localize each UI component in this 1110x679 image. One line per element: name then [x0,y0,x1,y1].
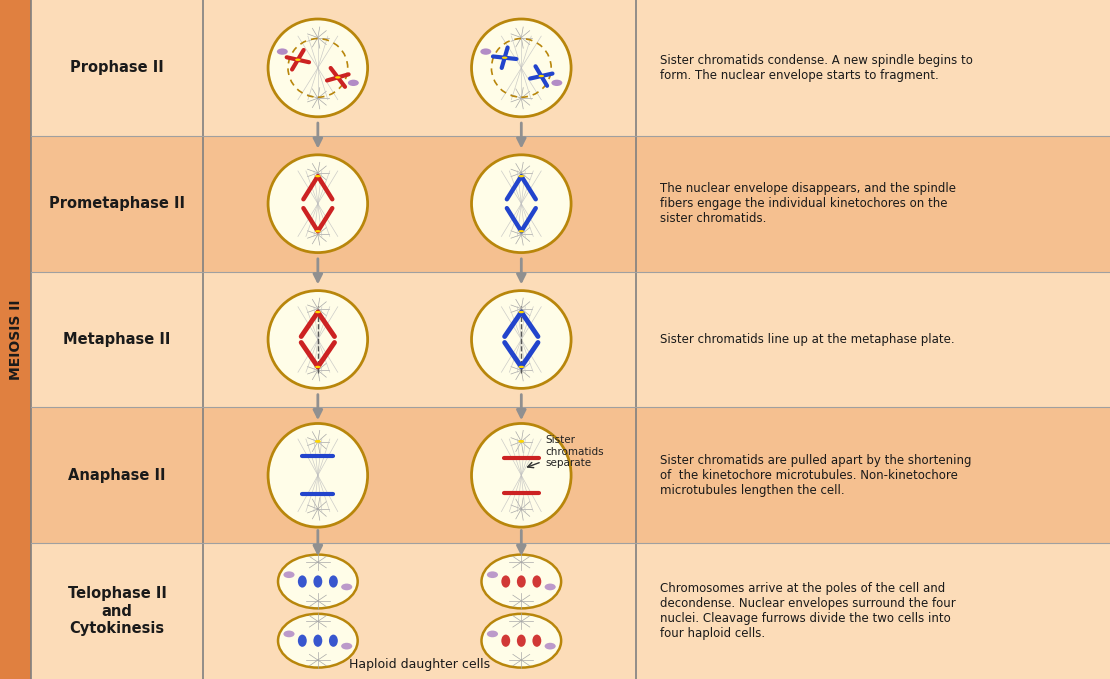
Text: Sister chromatids line up at the metaphase plate.: Sister chromatids line up at the metapha… [660,333,955,346]
Ellipse shape [329,575,337,587]
Ellipse shape [313,575,322,587]
Ellipse shape [552,79,563,86]
Bar [31,136,1110,272]
Ellipse shape [315,311,321,313]
Bar [31,407,1110,543]
Text: Anaphase II: Anaphase II [69,468,165,483]
Ellipse shape [313,635,322,647]
Ellipse shape [269,291,367,388]
Ellipse shape [502,56,507,59]
Ellipse shape [518,440,524,443]
Ellipse shape [472,155,572,253]
Ellipse shape [472,424,572,527]
Ellipse shape [518,440,524,443]
Ellipse shape [487,571,498,578]
Ellipse shape [269,19,367,117]
Text: Prophase II: Prophase II [70,60,164,75]
Ellipse shape [276,48,287,55]
Ellipse shape [502,575,511,587]
Ellipse shape [518,175,524,177]
Ellipse shape [533,635,542,647]
Ellipse shape [295,58,301,61]
Ellipse shape [347,79,359,86]
Ellipse shape [278,614,357,667]
Ellipse shape [538,75,544,77]
Ellipse shape [518,366,524,368]
Bar [31,272,1110,407]
Ellipse shape [472,291,572,388]
Ellipse shape [533,575,542,587]
Bar [0,0,31,679]
Ellipse shape [341,583,352,590]
Ellipse shape [517,635,526,647]
Ellipse shape [487,631,498,638]
Ellipse shape [518,311,524,313]
Bar [31,0,1110,136]
Text: Sister
chromatids
separate: Sister chromatids separate [545,435,604,468]
Ellipse shape [297,635,306,647]
Text: Sister chromatids condense. A new spindle begins to
form. The nuclear envelope s: Sister chromatids condense. A new spindl… [660,54,973,82]
Text: The nuclear envelope disappears, and the spindle
fibers engage the individual ki: The nuclear envelope disappears, and the… [660,182,957,225]
Ellipse shape [482,614,562,667]
Ellipse shape [278,555,357,608]
Ellipse shape [335,76,341,79]
Ellipse shape [283,571,294,578]
Text: Metaphase II: Metaphase II [63,332,171,347]
Ellipse shape [472,19,572,117]
Text: Sister chromatids are pulled apart by the shortening
of  the kinetochore microtu: Sister chromatids are pulled apart by th… [660,454,972,497]
Ellipse shape [502,635,511,647]
Text: Chromosomes arrive at the poles of the cell and
decondense. Nuclear envelopes su: Chromosomes arrive at the poles of the c… [660,582,956,640]
Ellipse shape [315,440,321,443]
Text: Haploid daughter cells: Haploid daughter cells [349,658,491,671]
Text: MEIOSIS II: MEIOSIS II [9,299,22,380]
Bar [31,543,1110,679]
Ellipse shape [481,48,492,55]
Ellipse shape [545,643,556,650]
Ellipse shape [315,175,321,177]
Ellipse shape [315,366,321,368]
Ellipse shape [283,631,294,638]
Ellipse shape [269,424,367,527]
Ellipse shape [482,555,562,608]
Ellipse shape [269,155,367,253]
Text: Telophase II
and
Cytokinesis: Telophase II and Cytokinesis [68,586,166,636]
Ellipse shape [315,230,321,232]
Text: Prometaphase II: Prometaphase II [49,196,185,211]
Ellipse shape [545,583,556,590]
Ellipse shape [297,575,306,587]
Ellipse shape [341,643,352,650]
Ellipse shape [517,575,526,587]
Ellipse shape [518,230,524,232]
Ellipse shape [329,635,337,647]
Ellipse shape [315,440,321,443]
